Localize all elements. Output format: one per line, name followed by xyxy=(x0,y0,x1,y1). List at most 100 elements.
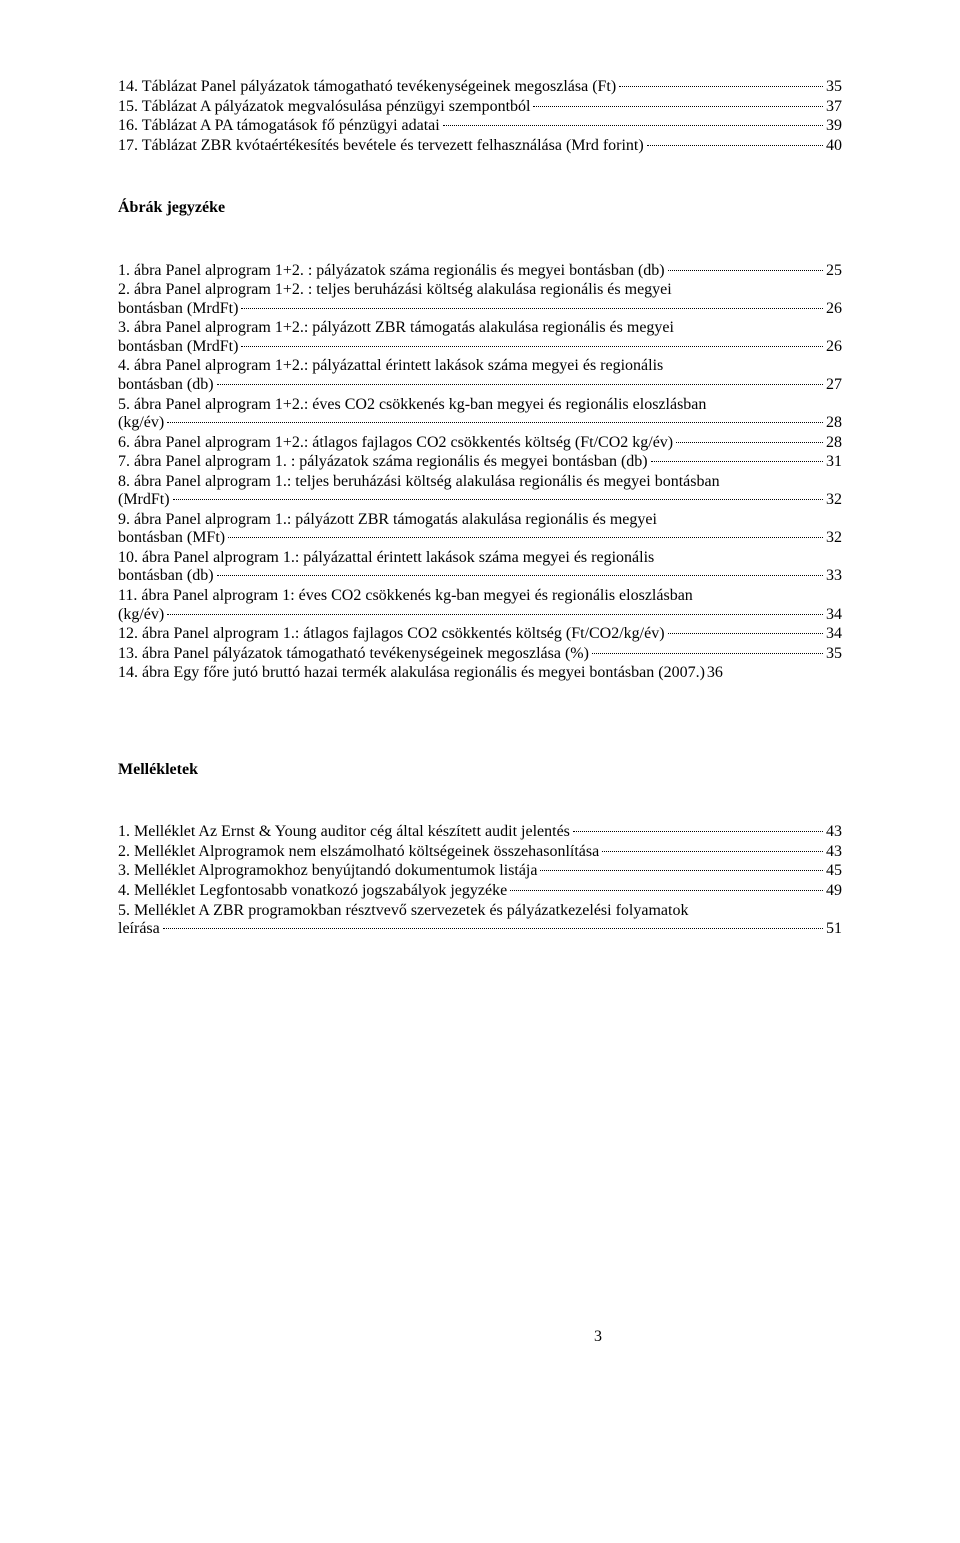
toc-label-line1: 5. ábra Panel alprogram 1+2.: éves CO2 c… xyxy=(118,396,842,415)
toc-page-number: 34 xyxy=(826,625,842,644)
toc-page-number: 32 xyxy=(826,529,842,548)
toc-label-line1: 2. ábra Panel alprogram 1+2. : teljes be… xyxy=(118,281,842,300)
toc-leader-dots xyxy=(228,537,823,538)
toc-page-number: 45 xyxy=(826,862,842,881)
toc-page-number: 32 xyxy=(826,491,842,510)
toc-label-line1: 11. ábra Panel alprogram 1: éves CO2 csö… xyxy=(118,587,842,606)
toc-label: 1. ábra Panel alprogram 1+2. : pályázato… xyxy=(118,262,665,281)
toc-leader-dots xyxy=(668,270,823,271)
toc-page-number: 40 xyxy=(826,137,842,156)
toc-entry: 15. Táblázat A pályázatok megvalósulása … xyxy=(118,98,842,117)
toc-page-number: 39 xyxy=(826,117,842,136)
toc-leader-dots xyxy=(167,614,823,615)
toc-label-line1: 5. Melléklet A ZBR programokban résztvev… xyxy=(118,902,842,921)
toc-label-line2: bontásban (MrdFt) xyxy=(118,300,238,319)
toc-label-line2: bontásban (db) xyxy=(118,376,214,395)
toc-leader-dots xyxy=(651,461,823,462)
toc-label-line2: bontásban (db) xyxy=(118,567,214,586)
toc-entry: 1. Melléklet Az Ernst & Young auditor cé… xyxy=(118,823,842,842)
toc-label-line1: 10. ábra Panel alprogram 1.: pályázattal… xyxy=(118,549,842,568)
toc-leader-dots xyxy=(573,831,823,832)
toc-label: 1. Melléklet Az Ernst & Young auditor cé… xyxy=(118,823,570,842)
toc-leader-dots xyxy=(592,653,823,654)
attachments-heading: Mellékletek xyxy=(118,761,842,780)
page-footer: 3 xyxy=(118,940,960,1387)
document-page: 14. Táblázat Panel pályázatok támogathat… xyxy=(0,0,960,1543)
toc-entry: 9. ábra Panel alprogram 1.: pályázott ZB… xyxy=(118,511,842,548)
toc-page-number: 35 xyxy=(826,78,842,97)
toc-label-line1: 4. ábra Panel alprogram 1+2.: pályázatta… xyxy=(118,357,842,376)
toc-label-line1: 3. ábra Panel alprogram 1+2.: pályázott … xyxy=(118,319,842,338)
toc-entry: 1. ábra Panel alprogram 1+2. : pályázato… xyxy=(118,262,842,281)
toc-entry: 17. Táblázat ZBR kvótaértékesítés bevéte… xyxy=(118,137,842,156)
toc-entry: 8. ábra Panel alprogram 1.: teljes beruh… xyxy=(118,473,842,510)
toc-page-number: 28 xyxy=(826,414,842,433)
toc-label: 13. ábra Panel pályázatok támogatható te… xyxy=(118,645,589,664)
toc-entry: 11. ábra Panel alprogram 1: éves CO2 csö… xyxy=(118,587,842,624)
toc-label: 14. Táblázat Panel pályázatok támogathat… xyxy=(118,78,616,97)
figures-list: 1. ábra Panel alprogram 1+2. : pályázato… xyxy=(118,262,842,683)
attachments-list: 1. Melléklet Az Ernst & Young auditor cé… xyxy=(118,823,842,938)
toc-leader-dots xyxy=(619,86,823,87)
toc-leader-dots xyxy=(540,870,823,871)
toc-page-number: 28 xyxy=(826,434,842,453)
toc-leader-dots xyxy=(167,422,823,423)
toc-page-number: 35 xyxy=(826,645,842,664)
toc-page-number: 26 xyxy=(826,338,842,357)
toc-entry: 6. ábra Panel alprogram 1+2.: átlagos fa… xyxy=(118,434,842,453)
toc-page-number: 37 xyxy=(826,98,842,117)
table-list-continued: 14. Táblázat Panel pályázatok támogathat… xyxy=(118,78,842,155)
toc-label-line2: bontásban (MFt) xyxy=(118,529,225,548)
toc-page-number: 34 xyxy=(826,606,842,625)
toc-label: 17. Táblázat ZBR kvótaértékesítés bevéte… xyxy=(118,137,644,156)
toc-label: 4. Melléklet Legfontosabb vonatkozó jogs… xyxy=(118,882,507,901)
toc-page-number: 26 xyxy=(826,300,842,319)
toc-page-number: 43 xyxy=(826,823,842,842)
toc-leader-dots xyxy=(217,575,823,576)
toc-leader-dots xyxy=(510,890,823,891)
toc-entry: 5. ábra Panel alprogram 1+2.: éves CO2 c… xyxy=(118,396,842,433)
toc-entry: 12. ábra Panel alprogram 1.: átlagos faj… xyxy=(118,625,842,644)
toc-entry: 7. ábra Panel alprogram 1. : pályázatok … xyxy=(118,453,842,472)
toc-entry: 13. ábra Panel pályázatok támogatható te… xyxy=(118,645,842,664)
toc-page-number: 33 xyxy=(826,567,842,586)
toc-label: 14. ábra Egy főre jutó bruttó hazai term… xyxy=(118,664,705,683)
toc-entry: 14. ábra Egy főre jutó bruttó hazai term… xyxy=(118,664,842,683)
toc-label-line2: (MrdFt) xyxy=(118,491,170,510)
toc-page-number: 25 xyxy=(826,262,842,281)
toc-page-number: 27 xyxy=(826,376,842,395)
toc-leader-dots xyxy=(647,145,823,146)
toc-label-line2: (kg/év) xyxy=(118,606,164,625)
toc-label: 2. Melléklet Alprogramok nem elszámolhat… xyxy=(118,843,599,862)
toc-leader-dots xyxy=(668,633,823,634)
toc-leader-dots xyxy=(602,851,823,852)
toc-entry: 2. Melléklet Alprogramok nem elszámolhat… xyxy=(118,843,842,862)
toc-page-number: 36 xyxy=(707,664,723,683)
toc-leader-dots xyxy=(241,346,823,347)
toc-page-number: 31 xyxy=(826,453,842,472)
toc-leader-dots xyxy=(241,308,823,309)
toc-label: 16. Táblázat A PA támogatások fő pénzügy… xyxy=(118,117,440,136)
toc-leader-dots xyxy=(217,384,823,385)
footer-page-number: 3 xyxy=(594,1328,602,1345)
toc-entry: 14. Táblázat Panel pályázatok támogathat… xyxy=(118,78,842,97)
toc-leader-dots xyxy=(676,442,823,443)
toc-entry: 3. Melléklet Alprogramokhoz benyújtandó … xyxy=(118,862,842,881)
toc-label-line2: bontásban (MrdFt) xyxy=(118,338,238,357)
toc-entry: 10. ábra Panel alprogram 1.: pályázattal… xyxy=(118,549,842,586)
toc-label: 3. Melléklet Alprogramokhoz benyújtandó … xyxy=(118,862,537,881)
toc-label: 6. ábra Panel alprogram 1+2.: átlagos fa… xyxy=(118,434,673,453)
toc-label-line1: 8. ábra Panel alprogram 1.: teljes beruh… xyxy=(118,473,842,492)
toc-label-line1: 9. ábra Panel alprogram 1.: pályázott ZB… xyxy=(118,511,842,530)
toc-page-number: 43 xyxy=(826,843,842,862)
toc-leader-dots xyxy=(533,106,823,107)
toc-entry: 3. ábra Panel alprogram 1+2.: pályázott … xyxy=(118,319,842,356)
toc-entry: 4. ábra Panel alprogram 1+2.: pályázatta… xyxy=(118,357,842,394)
figures-heading: Ábrák jegyzéke xyxy=(118,199,842,218)
toc-entry: 16. Táblázat A PA támogatások fő pénzügy… xyxy=(118,117,842,136)
toc-leader-dots xyxy=(443,125,823,126)
toc-label: 15. Táblázat A pályázatok megvalósulása … xyxy=(118,98,530,117)
toc-entry: 2. ábra Panel alprogram 1+2. : teljes be… xyxy=(118,281,842,318)
toc-leader-dots xyxy=(163,928,823,929)
toc-label: 7. ábra Panel alprogram 1. : pályázatok … xyxy=(118,453,648,472)
